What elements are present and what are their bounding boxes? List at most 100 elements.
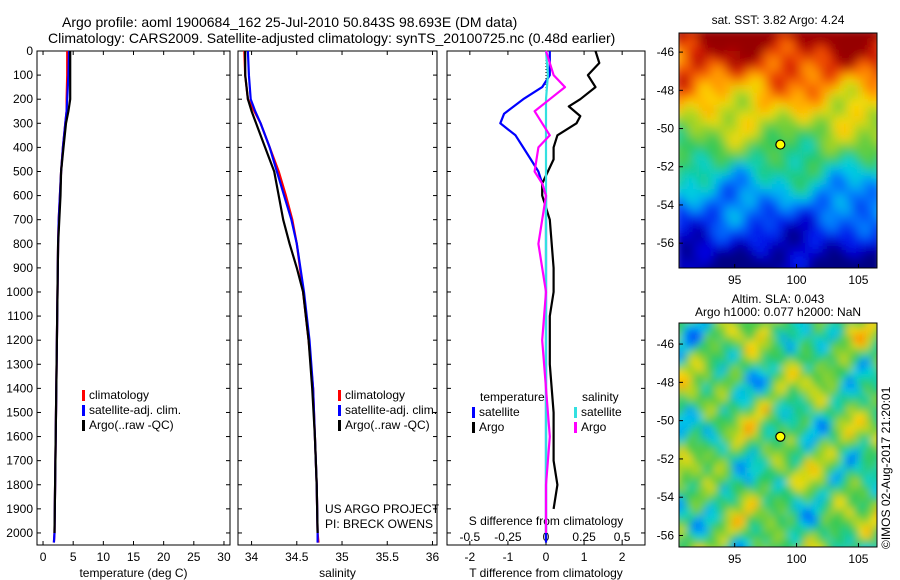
x-tick-label: 15 — [127, 550, 141, 564]
y-tick-label: 1800 — [6, 478, 33, 492]
y-tick-label: 1100 — [7, 309, 33, 323]
legend-swatch — [574, 422, 577, 433]
y-tick-label: -48 — [657, 375, 675, 389]
y-tick-label: -46 — [657, 337, 675, 351]
s-tick-label: -0.25 — [494, 530, 522, 544]
y-tick-label: 600 — [13, 189, 33, 203]
y-tick-label: 500 — [13, 164, 33, 178]
map-title: Altim. SLA: 0.043 — [732, 292, 825, 306]
map-field — [679, 33, 877, 268]
map-frame — [678, 32, 878, 269]
argo-position-marker — [775, 431, 786, 442]
series-line — [533, 50, 567, 533]
x-axis-label: salinity — [319, 566, 356, 580]
panel-sla-map: -46 -48 -50 -52 -54 -56 95 100 105 Altim. SLA: 0.… — [657, 292, 878, 566]
y-tick-label: 1500 — [6, 405, 33, 419]
legend-entry: Argo — [581, 420, 607, 434]
legend-entry: Argo(..raw -QC) — [89, 418, 174, 432]
x-tick-label: 35 — [335, 550, 349, 564]
legend-swatch — [338, 405, 341, 416]
series-line — [53, 51, 72, 534]
y-tick-label: -56 — [657, 236, 675, 250]
project-note: US ARGO PROJECT — [325, 502, 440, 516]
legend-entry: climatology — [345, 388, 405, 402]
y-tick-label: -54 — [657, 490, 675, 504]
y-tick-label: 2000 — [6, 526, 33, 540]
legend-swatch — [472, 407, 475, 418]
y-tick-label: -48 — [657, 83, 675, 97]
y-tick-label: 1200 — [6, 333, 33, 347]
s-tick-label: 0.25 — [572, 530, 596, 544]
legend-swatch — [472, 422, 475, 433]
legend-entry: satellite-adj. clim. — [345, 403, 437, 417]
x-tick-label: 25 — [187, 550, 201, 564]
x-tick-label: 0 — [40, 550, 47, 564]
legend-header-salinity: salinity — [582, 390, 619, 404]
x-tick-label: 34.5 — [285, 550, 309, 564]
x-tick-label: 36 — [426, 550, 440, 564]
y-tick-label: 1000 — [6, 285, 33, 299]
s-tick-label: 0.5 — [614, 530, 631, 544]
x-axis-label: temperature (deg C) — [79, 566, 187, 580]
y-tick-label: -52 — [657, 452, 675, 466]
panel-temperature: 0100200300400500600700800900100011001200… — [6, 44, 231, 580]
legend-entry: Argo(..raw -QC) — [345, 418, 430, 432]
plot-frame — [237, 50, 438, 546]
y-tick-label: -50 — [657, 414, 675, 428]
plot-frame — [36, 50, 231, 546]
legend-entry: satellite-adj. clim. — [89, 403, 181, 417]
s-tick-label: -0.5 — [460, 530, 481, 544]
panel-salinity: 34 34.5 35 35.5 36 salinity climatologysatelli… — [237, 50, 440, 580]
x-tick-label: 35.5 — [376, 550, 400, 564]
x-tick-label: 10 — [97, 550, 111, 564]
x-tick-label: 5 — [70, 550, 77, 564]
x-tick-label: 0 — [543, 550, 550, 564]
x-tick-label: 100 — [787, 552, 807, 566]
legend-swatch — [82, 405, 85, 416]
y-tick-label: 1700 — [6, 454, 33, 468]
y-tick-label: 1400 — [6, 381, 33, 395]
x-tick-label: 1 — [581, 550, 588, 564]
y-tick-label: 200 — [13, 92, 33, 106]
x-tick-label: -1 — [503, 550, 514, 564]
y-tick-label: 700 — [13, 213, 33, 227]
legend-header-temperature: temperature — [480, 390, 545, 404]
map-field-blur — [679, 33, 877, 268]
x-axis-label: T difference from climatology — [469, 566, 623, 580]
y-tick-label: 300 — [13, 116, 33, 130]
x-tick-label: 2 — [619, 550, 626, 564]
panel-differences: -2 -1 0 1 2 T difference from climatology -0.5… — [446, 50, 646, 580]
x-tick-label: 20 — [157, 550, 171, 564]
legend-swatch — [338, 420, 341, 431]
legend-swatch — [338, 390, 341, 401]
x-tick-label: -2 — [465, 550, 476, 564]
legend-entry: climatology — [89, 388, 149, 402]
argo-position-marker — [775, 139, 786, 150]
x-tick-label: 30 — [217, 550, 231, 564]
map-frame — [678, 322, 878, 548]
header-line2: Climatology: CARS2009. Satellite-adjuste… — [48, 30, 615, 46]
x-tick-label: 95 — [728, 552, 742, 566]
watermark: ©IMOS 02-Aug-2017 21:20:01 — [879, 386, 893, 549]
y-tick-label: -56 — [657, 529, 675, 543]
y-tick-label: -50 — [657, 122, 675, 136]
y-tick-label: 900 — [13, 261, 33, 275]
y-tick-label: -46 — [657, 45, 675, 59]
y-tick-label: 1600 — [6, 430, 33, 444]
x-tick-label: 95 — [728, 273, 742, 287]
legend-swatch — [574, 407, 577, 418]
legend-swatch — [82, 390, 85, 401]
x-tick-label: 34 — [245, 550, 259, 564]
series-line — [541, 50, 601, 510]
y-tick-label: 1300 — [6, 357, 33, 371]
pi-note: PI: BRECK OWENS — [325, 517, 433, 531]
legend-entry: satellite — [581, 405, 622, 419]
x-tick-label: 100 — [787, 273, 807, 287]
map-subtitle: Argo h1000: 0.077 h2000: NaN — [695, 305, 861, 319]
series-line — [244, 51, 319, 534]
y-tick-label: -52 — [657, 160, 675, 174]
y-tick-label: 0 — [26, 44, 33, 58]
y-tick-label: -54 — [657, 198, 675, 212]
x-tick-label: 105 — [848, 552, 868, 566]
